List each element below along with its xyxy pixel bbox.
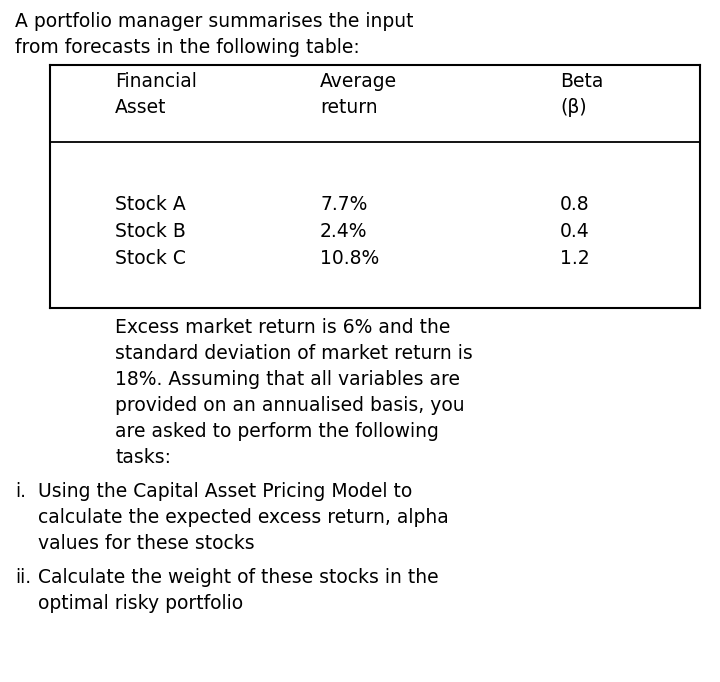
Text: standard deviation of market return is: standard deviation of market return is: [115, 344, 473, 363]
Text: Stock A: Stock A: [115, 195, 186, 214]
Text: Excess market return is 6% and the: Excess market return is 6% and the: [115, 318, 451, 337]
Text: 7.7%: 7.7%: [320, 195, 367, 214]
Text: return: return: [320, 98, 377, 117]
Text: ii.: ii.: [15, 568, 31, 587]
Text: 0.8: 0.8: [560, 195, 590, 214]
Text: are asked to perform the following: are asked to perform the following: [115, 422, 439, 441]
Text: from forecasts in the following table:: from forecasts in the following table:: [15, 38, 360, 57]
Text: (β): (β): [560, 98, 587, 117]
Text: tasks:: tasks:: [115, 448, 171, 467]
Text: Using the Capital Asset Pricing Model to: Using the Capital Asset Pricing Model to: [38, 482, 413, 501]
Text: A portfolio manager summarises the input: A portfolio manager summarises the input: [15, 12, 413, 31]
Text: Stock B: Stock B: [115, 222, 186, 241]
Text: calculate the expected excess return, alpha: calculate the expected excess return, al…: [38, 508, 449, 527]
Text: Beta: Beta: [560, 72, 603, 91]
Text: Stock C: Stock C: [115, 249, 186, 268]
Text: 18%. Assuming that all variables are: 18%. Assuming that all variables are: [115, 370, 460, 389]
Text: i.: i.: [15, 482, 26, 501]
Text: values for these stocks: values for these stocks: [38, 534, 255, 553]
Text: 1.2: 1.2: [560, 249, 590, 268]
Text: 10.8%: 10.8%: [320, 249, 379, 268]
Text: Calculate the weight of these stocks in the: Calculate the weight of these stocks in …: [38, 568, 438, 587]
Text: 2.4%: 2.4%: [320, 222, 367, 241]
Text: Asset: Asset: [115, 98, 166, 117]
Text: optimal risky portfolio: optimal risky portfolio: [38, 594, 243, 613]
Text: Financial: Financial: [115, 72, 197, 91]
Text: Average: Average: [320, 72, 397, 91]
Text: 0.4: 0.4: [560, 222, 590, 241]
Text: provided on an annualised basis, you: provided on an annualised basis, you: [115, 396, 464, 415]
